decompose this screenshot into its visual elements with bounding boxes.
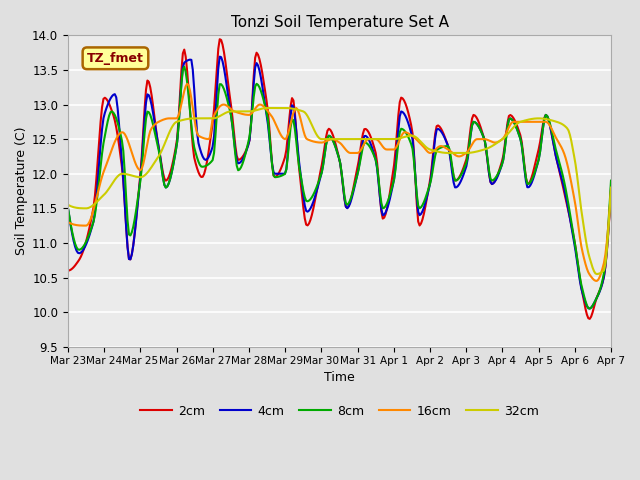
32cm [100, 192, 108, 198]
2cm [586, 316, 593, 322]
8cm [64, 205, 72, 211]
Text: TZ_fmet: TZ_fmet [87, 52, 144, 65]
2cm [64, 268, 72, 274]
4cm [605, 208, 613, 214]
4cm [586, 306, 593, 312]
4cm [533, 162, 541, 168]
8cm [100, 141, 108, 146]
32cm [83, 205, 90, 211]
16cm [452, 153, 460, 158]
8cm [452, 178, 460, 183]
2cm [533, 152, 541, 158]
X-axis label: Time: Time [324, 371, 355, 384]
Line: 8cm: 8cm [68, 67, 611, 309]
8cm [83, 238, 90, 244]
32cm [345, 136, 353, 142]
4cm [64, 205, 72, 211]
4cm [100, 115, 108, 121]
16cm [593, 278, 601, 284]
2cm [607, 188, 615, 194]
16cm [345, 150, 353, 156]
2cm [452, 178, 460, 183]
32cm [593, 271, 601, 277]
2cm [605, 211, 613, 216]
32cm [64, 202, 72, 208]
Line: 4cm: 4cm [68, 57, 611, 309]
Legend: 2cm, 4cm, 8cm, 16cm, 32cm: 2cm, 4cm, 8cm, 16cm, 32cm [135, 400, 544, 423]
16cm [607, 188, 615, 194]
Line: 16cm: 16cm [68, 84, 611, 281]
Line: 2cm: 2cm [68, 39, 611, 319]
32cm [452, 150, 460, 156]
2cm [216, 36, 223, 42]
8cm [180, 64, 188, 70]
4cm [607, 185, 615, 191]
32cm [607, 185, 615, 191]
32cm [533, 116, 541, 121]
4cm [83, 240, 90, 246]
32cm [605, 208, 613, 214]
16cm [64, 219, 72, 225]
32cm [264, 105, 272, 111]
8cm [345, 200, 353, 206]
4cm [452, 184, 460, 190]
16cm [533, 119, 541, 125]
2cm [83, 237, 90, 243]
8cm [533, 161, 541, 167]
Y-axis label: Soil Temperature (C): Soil Temperature (C) [15, 127, 28, 255]
2cm [345, 203, 353, 209]
8cm [605, 202, 613, 208]
8cm [586, 306, 593, 312]
2cm [100, 96, 108, 102]
Line: 32cm: 32cm [68, 108, 611, 274]
16cm [83, 223, 90, 228]
8cm [607, 178, 615, 183]
Title: Tonzi Soil Temperature Set A: Tonzi Soil Temperature Set A [230, 15, 449, 30]
4cm [216, 54, 223, 60]
16cm [100, 169, 108, 175]
4cm [345, 204, 353, 209]
16cm [183, 81, 191, 87]
16cm [605, 207, 613, 213]
